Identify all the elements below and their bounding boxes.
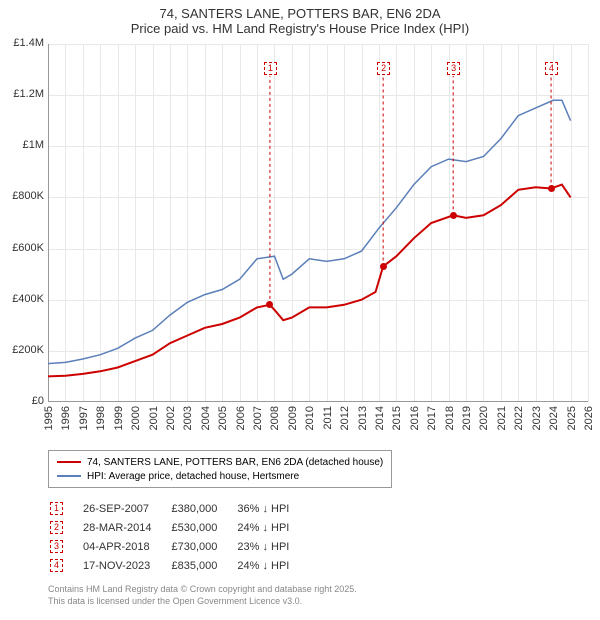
footer-line1: Contains HM Land Registry data © Crown c…: [48, 584, 357, 596]
event-diff: 24% ↓ HPI: [237, 557, 307, 574]
event-row: 126-SEP-2007£380,00036% ↓ HPI: [50, 500, 307, 517]
event-row: 228-MAR-2014£530,00024% ↓ HPI: [50, 519, 307, 536]
event-marker-label: 1: [264, 62, 277, 75]
event-marker-label: 4: [545, 62, 558, 75]
x-tick-label: 2013: [357, 406, 369, 430]
x-tick-label: 2010: [304, 406, 316, 430]
x-tick-label: 2006: [235, 406, 247, 430]
event-diff: 36% ↓ HPI: [237, 500, 307, 517]
event-num: 3: [50, 538, 81, 555]
legend-item: 74, SANTERS LANE, POTTERS BAR, EN6 2DA (…: [57, 455, 383, 469]
x-tick-label: 2004: [200, 406, 212, 430]
x-tick-label: 2020: [478, 406, 490, 430]
x-tick-label: 2011: [322, 406, 334, 430]
x-tick-label: 2022: [513, 406, 525, 430]
x-tick-label: 1999: [113, 406, 125, 430]
footer-attribution: Contains HM Land Registry data © Crown c…: [48, 584, 357, 607]
x-tick-label: 2017: [426, 406, 438, 430]
event-date: 04-APR-2018: [83, 538, 169, 555]
event-marker-dot: [450, 212, 457, 219]
x-tick-label: 1997: [78, 406, 90, 430]
legend-swatch: [57, 475, 81, 477]
event-marker-dot: [380, 263, 387, 270]
legend-swatch: [57, 461, 81, 463]
chart-title-line2: Price paid vs. HM Land Registry's House …: [0, 21, 600, 36]
x-tick-label: 2016: [409, 406, 421, 430]
event-row: 417-NOV-2023£835,00024% ↓ HPI: [50, 557, 307, 574]
x-tick-label: 1998: [95, 406, 107, 430]
event-marker-label: 3: [447, 62, 460, 75]
series-line: [48, 185, 571, 377]
legend-label: HPI: Average price, detached house, Hert…: [87, 471, 299, 482]
event-num: 1: [50, 500, 81, 517]
chart-legend: 74, SANTERS LANE, POTTERS BAR, EN6 2DA (…: [48, 450, 392, 488]
x-tick-label: 2025: [566, 406, 578, 430]
event-diff: 23% ↓ HPI: [237, 538, 307, 555]
event-marker-label: 2: [377, 62, 390, 75]
event-price: £730,000: [171, 538, 235, 555]
event-date: 28-MAR-2014: [83, 519, 169, 536]
gridline-v: [588, 44, 589, 402]
x-tick-label: 2009: [287, 406, 299, 430]
x-tick-label: 2007: [252, 406, 264, 430]
x-tick-label: 2024: [548, 406, 560, 430]
y-tick-label: £1M: [4, 139, 44, 151]
y-tick-label: £800K: [4, 190, 44, 202]
y-tick-label: £1.2M: [4, 88, 44, 100]
event-date: 17-NOV-2023: [83, 557, 169, 574]
event-num: 4: [50, 557, 81, 574]
footer-line2: This data is licensed under the Open Gov…: [48, 596, 357, 608]
x-tick-label: 2015: [391, 406, 403, 430]
x-tick-label: 2019: [461, 406, 473, 430]
chart-title-line1: 74, SANTERS LANE, POTTERS BAR, EN6 2DA: [0, 6, 600, 21]
event-price: £835,000: [171, 557, 235, 574]
event-num: 2: [50, 519, 81, 536]
x-tick-label: 1996: [60, 406, 72, 430]
legend-item: HPI: Average price, detached house, Hert…: [57, 469, 383, 483]
chart-lines-svg: [48, 44, 588, 402]
chart-title-block: 74, SANTERS LANE, POTTERS BAR, EN6 2DA P…: [0, 0, 600, 38]
legend-label: 74, SANTERS LANE, POTTERS BAR, EN6 2DA (…: [87, 457, 383, 468]
event-price: £530,000: [171, 519, 235, 536]
x-tick-label: 2000: [130, 406, 142, 430]
y-tick-label: £600K: [4, 242, 44, 254]
y-tick-label: £400K: [4, 293, 44, 305]
x-tick-label: 2021: [496, 406, 508, 430]
x-tick-label: 2012: [339, 406, 351, 430]
x-tick-label: 2002: [165, 406, 177, 430]
y-tick-label: £200K: [4, 344, 44, 356]
x-tick-label: 2001: [148, 406, 160, 430]
events-table: 126-SEP-2007£380,00036% ↓ HPI 228-MAR-201…: [48, 498, 309, 576]
x-tick-label: 2014: [374, 406, 386, 430]
event-row: 304-APR-2018£730,00023% ↓ HPI: [50, 538, 307, 555]
event-price: £380,000: [171, 500, 235, 517]
x-tick-label: 1995: [43, 406, 55, 430]
y-tick-label: £0: [4, 395, 44, 407]
event-date: 26-SEP-2007: [83, 500, 169, 517]
x-tick-label: 2005: [217, 406, 229, 430]
x-tick-label: 2018: [444, 406, 456, 430]
event-diff: 24% ↓ HPI: [237, 519, 307, 536]
x-tick-label: 2008: [269, 406, 281, 430]
event-marker-dot: [548, 185, 555, 192]
series-line: [48, 100, 571, 363]
x-tick-label: 2003: [182, 406, 194, 430]
y-tick-label: £1.4M: [4, 37, 44, 49]
x-tick-label: 2026: [583, 406, 595, 430]
x-tick-label: 2023: [531, 406, 543, 430]
